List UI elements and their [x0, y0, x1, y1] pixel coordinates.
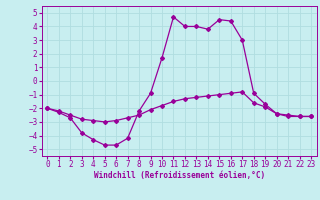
- X-axis label: Windchill (Refroidissement éolien,°C): Windchill (Refroidissement éolien,°C): [94, 171, 265, 180]
